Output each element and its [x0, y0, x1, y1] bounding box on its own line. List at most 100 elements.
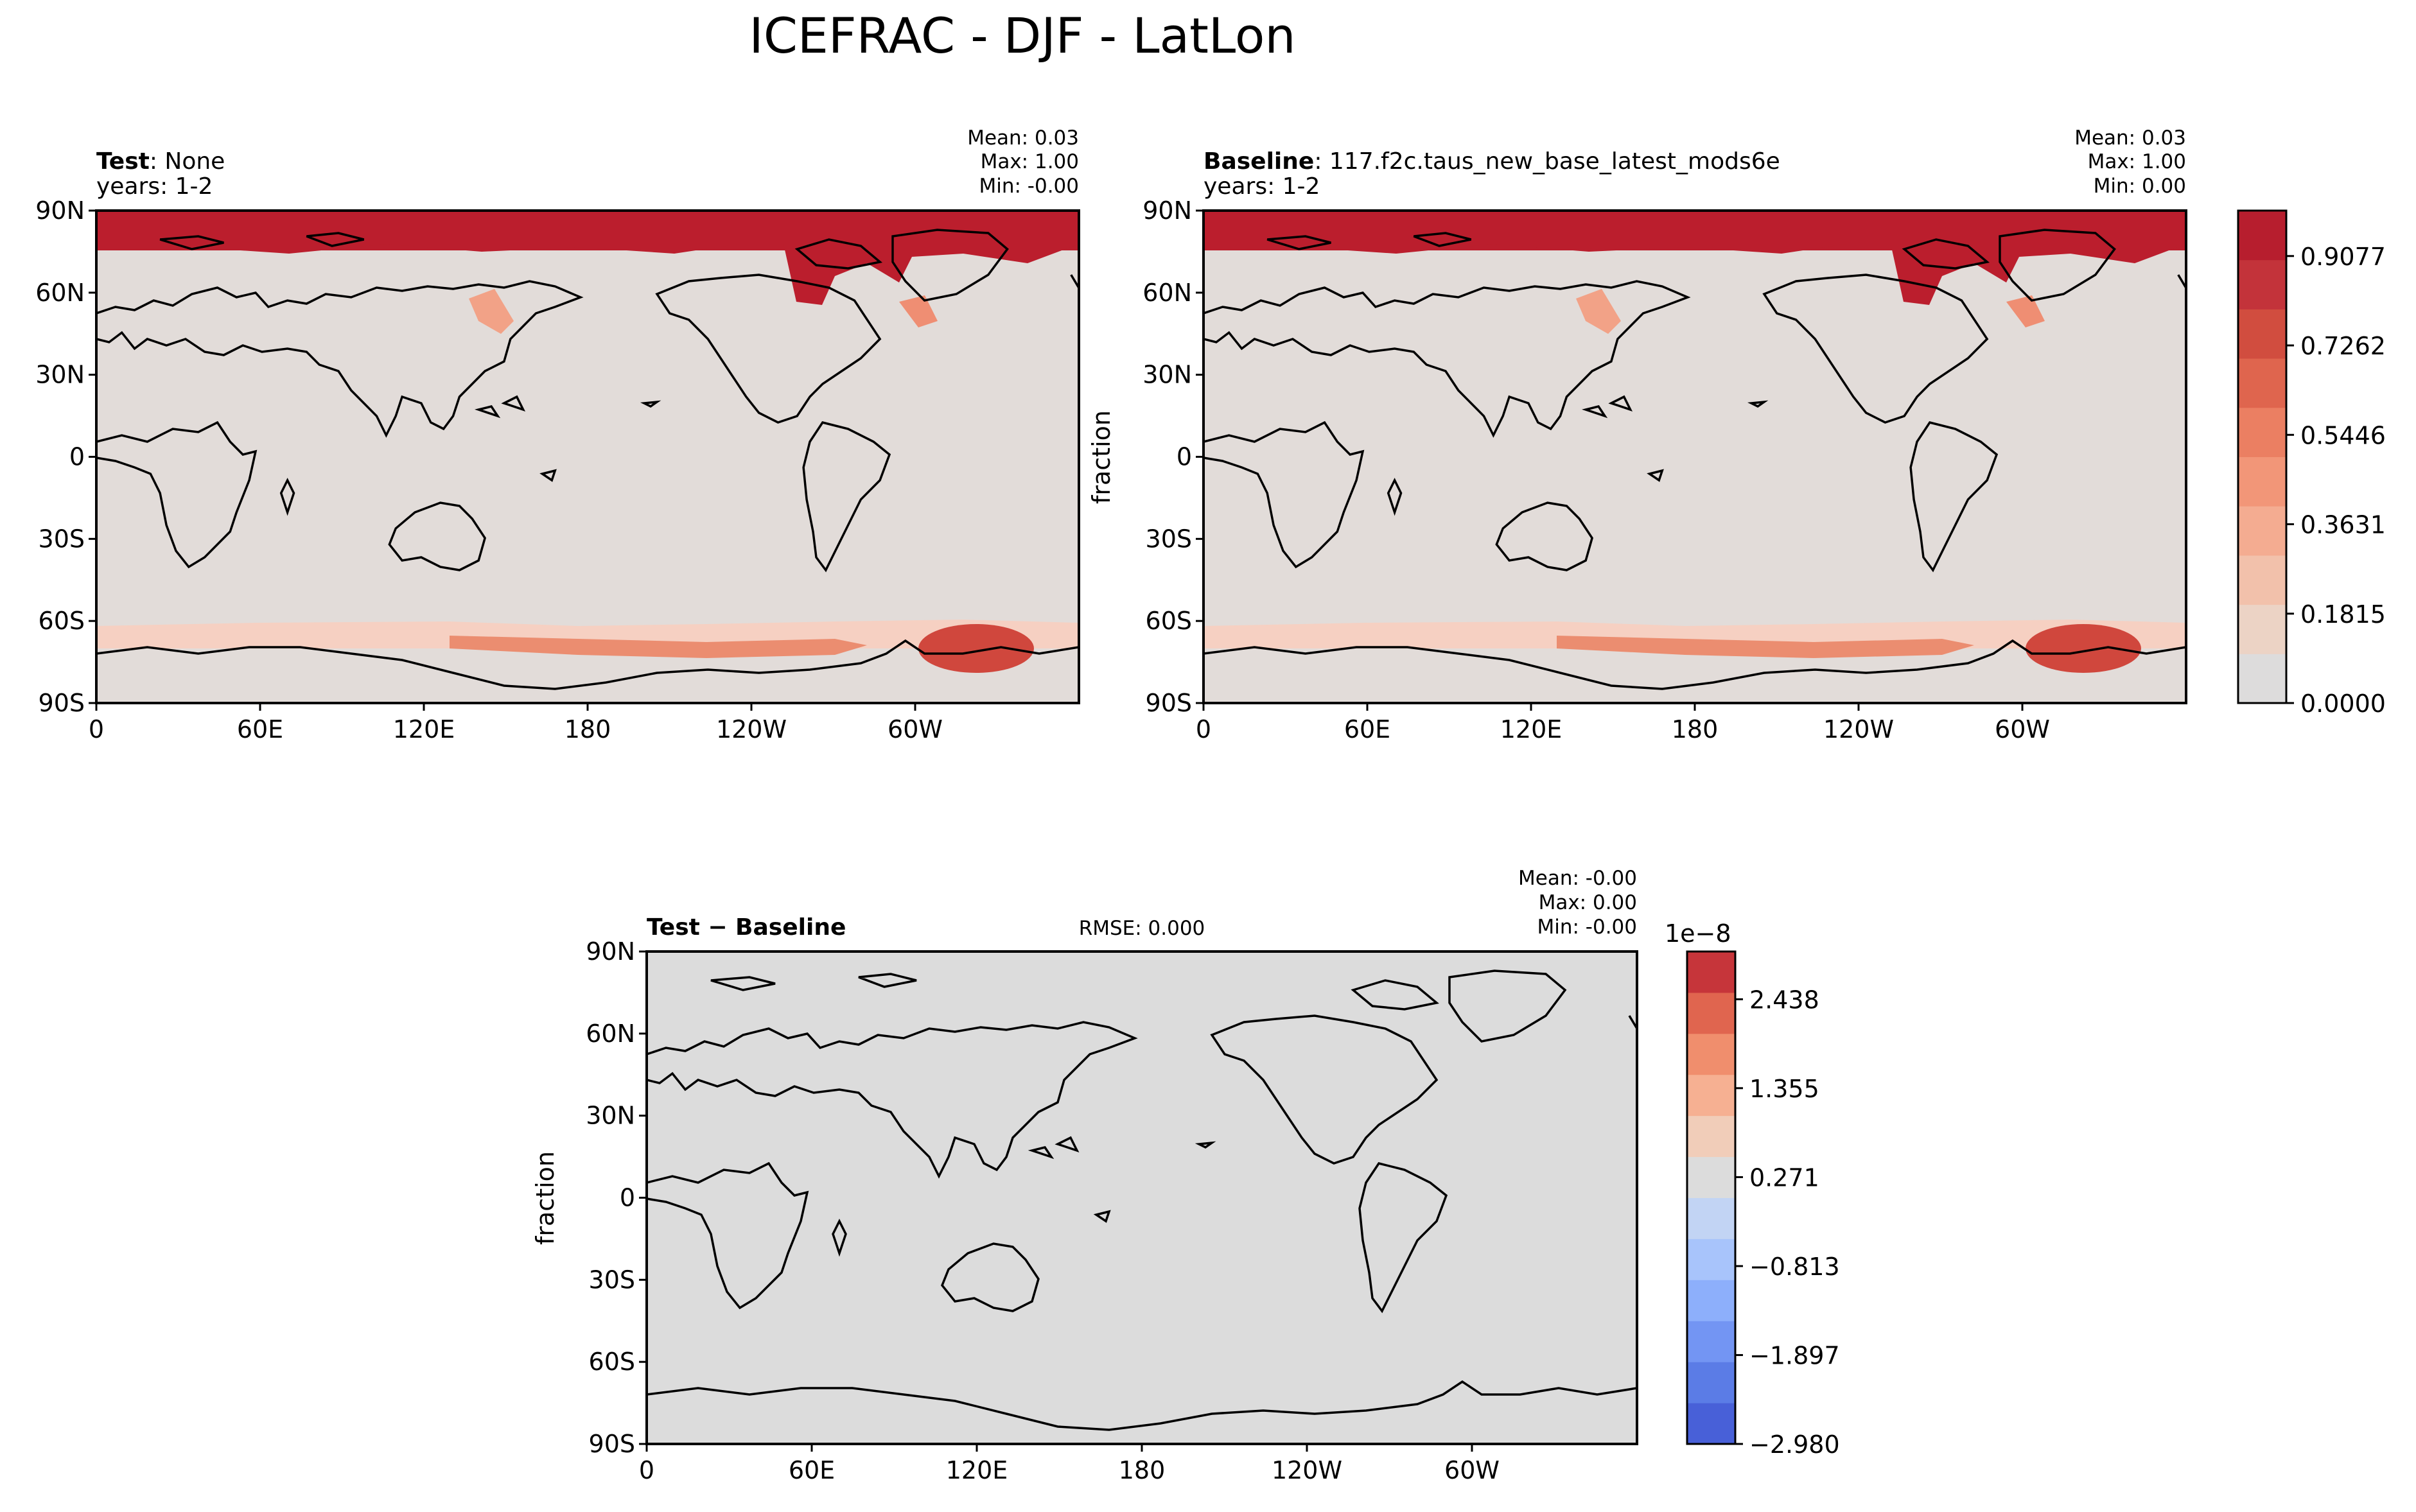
panel-difference: 90N 60N 30N 0 30S 60S 90S 0 60E 120E 180 120W 60W f…: [531, 867, 1638, 1484]
lon-tick-label: 120W: [716, 715, 787, 743]
lon-tick-label: 0: [1196, 715, 1211, 743]
stat-max: Max: 1.00: [981, 150, 1079, 173]
lon-tick-label: 180: [1119, 1456, 1166, 1484]
colorbar-main: 0.9077 0.7262 0.5446 0.3631 0.1815 0.0000: [2237, 209, 2386, 718]
colorbar-tick-label: −1.897: [1749, 1342, 1840, 1370]
lat-tick-label: 0: [620, 1184, 635, 1212]
sea-ice-margin-atlantic: [899, 295, 938, 327]
lat-tick-label: 60S: [589, 1348, 635, 1376]
antarctic-ice-inner: [450, 636, 867, 658]
colorbar-segment: [2238, 211, 2286, 261]
sea-ice-margin-pacific: [469, 289, 514, 334]
colorbar-segment: [1687, 1362, 1735, 1403]
lon-tick-label: 60E: [1344, 715, 1390, 743]
panel-baseline: 90N 60N 30N 0 30S 60S 90S 0 60E 120E 180 120W 60W f…: [1087, 126, 2187, 743]
lat-tick-label: 90S: [39, 689, 85, 717]
colorbar-tick-label: 0.271: [1749, 1163, 1819, 1192]
lat-tick-label: 60S: [1146, 607, 1192, 635]
colorbar-segment: [2238, 407, 2286, 457]
lon-tick-label: 0: [89, 715, 104, 743]
lat-tick-label: 90S: [589, 1430, 635, 1458]
colorbar-segment: [2238, 259, 2286, 309]
lat-axis: 90N 60N 30N 0 30S 60S 90S: [1142, 196, 1204, 717]
colorbar-segment: [1687, 1280, 1735, 1321]
colorbar-tick-label: 0.3631: [2300, 511, 2386, 539]
lat-tick-label: 60N: [586, 1020, 635, 1048]
colorbar-frame: [2237, 209, 2288, 704]
lat-tick-label: 90N: [35, 196, 85, 225]
stat-mean: Mean: 0.03: [967, 126, 1079, 150]
lat-tick-label: 60N: [35, 279, 85, 307]
colorbar-segment: [2238, 555, 2286, 605]
sea-ice-margin-pacific: [1576, 289, 1621, 334]
colorbar-segment: [1687, 1321, 1735, 1362]
colorbar-segment: [1687, 1115, 1735, 1158]
colorbar-tick-label: −0.813: [1749, 1253, 1840, 1281]
lat-tick-label: 60N: [1142, 279, 1192, 307]
lon-tick-label: 120E: [1500, 715, 1563, 743]
stat-mean: Mean: 0.03: [2074, 126, 2186, 150]
stat-mean: Mean: -0.00: [1518, 867, 1637, 890]
lon-tick-label: 180: [565, 715, 611, 743]
panel-label: Test: None: [96, 148, 225, 175]
panel-label-text: : None: [150, 148, 225, 175]
colorbar-tick-label: 0.0000: [2300, 690, 2386, 718]
lat-tick-label: 30N: [35, 361, 85, 389]
colorbar-segment: [1687, 1156, 1735, 1198]
lat-tick-label: 90S: [1146, 689, 1192, 717]
colorbar-frame: [1686, 950, 1737, 1445]
panel-label: Test − Baseline: [647, 914, 846, 941]
weddell-sea-ice: [2026, 624, 2141, 673]
lat-axis: 90N 60N 30N 0 30S 60S 90S: [35, 196, 96, 717]
lat-tick-label: 0: [69, 443, 85, 471]
lon-axis: 0 60E 120E 180 120W 60W: [89, 703, 943, 743]
weddell-sea-ice: [918, 624, 1034, 673]
colorbar-segment: [1687, 1033, 1735, 1075]
years-label: years: 1-2: [1204, 173, 1320, 200]
lat-tick-label: 90N: [586, 937, 635, 966]
lat-tick-label: 30S: [1146, 525, 1192, 553]
lon-tick-label: 120W: [1823, 715, 1894, 743]
lon-tick-label: 60W: [1995, 715, 2050, 743]
panel-label-bold: Baseline: [1204, 148, 1314, 175]
colorbar-tick-label: 1.355: [1749, 1075, 1819, 1103]
lon-axis: 0 60E 120E 180 120W 60W: [639, 1444, 1500, 1484]
colorbar-segment: [2238, 506, 2286, 556]
lat-tick-label: 90N: [1142, 196, 1192, 225]
panel-label-bold: Test: [96, 148, 150, 175]
colorbar-segment: [2238, 309, 2286, 359]
lon-tick-label: 60E: [789, 1456, 835, 1484]
lon-axis: 0 60E 120E 180 120W 60W: [1196, 703, 2050, 743]
antarctic-ice-inner: [1557, 636, 1974, 658]
colorbar-segment: [1687, 1238, 1735, 1280]
stat-max: Max: 0.00: [1539, 891, 1637, 914]
colorbar-segment: [2238, 604, 2286, 654]
stat-min: Min: -0.00: [979, 175, 1079, 198]
lon-tick-label: 180: [1672, 715, 1719, 743]
panel-label-text: : 117.f2c.taus_new_base_latest_mods6e: [1314, 148, 1780, 175]
colorbar-segment: [2238, 358, 2286, 408]
y-axis-label: fraction: [1087, 410, 1116, 504]
colorbar-diff: 2.438 1.355 0.271 −0.813 −1.897 −2.980: [1686, 950, 1840, 1459]
lat-tick-label: 30S: [39, 525, 85, 553]
colorbar-segment: [1687, 1074, 1735, 1117]
years-label: years: 1-2: [96, 173, 213, 200]
rmse-label: RMSE: 0.000: [1079, 917, 1205, 940]
lon-tick-label: 60W: [888, 715, 943, 743]
colorbar-tick-label: 2.438: [1749, 986, 1819, 1014]
lat-tick-label: 30S: [589, 1265, 635, 1294]
figure-title: ICEFRAC - DJF - LatLon: [749, 7, 1295, 64]
stat-max: Max: 1.00: [2088, 150, 2186, 173]
lat-tick-label: 30N: [1142, 361, 1192, 389]
lon-tick-label: 60W: [1444, 1456, 1500, 1484]
stat-min: Min: 0.00: [2094, 175, 2186, 198]
lon-tick-label: 120E: [393, 715, 455, 743]
lat-tick-label: 60S: [39, 607, 85, 635]
lon-tick-label: 120W: [1272, 1456, 1342, 1484]
colorbar-exponent: 1e−8: [1665, 919, 1731, 948]
panel-test: 90N 60N 30N 0 30S 60S 90S 0 60E 120E 180 120W 60W T…: [35, 126, 1080, 743]
lon-tick-label: 60E: [237, 715, 283, 743]
y-axis-label: fraction: [531, 1151, 559, 1245]
map-background: [647, 952, 1637, 1444]
colorbar-tick-label: 0.5446: [2300, 421, 2386, 449]
